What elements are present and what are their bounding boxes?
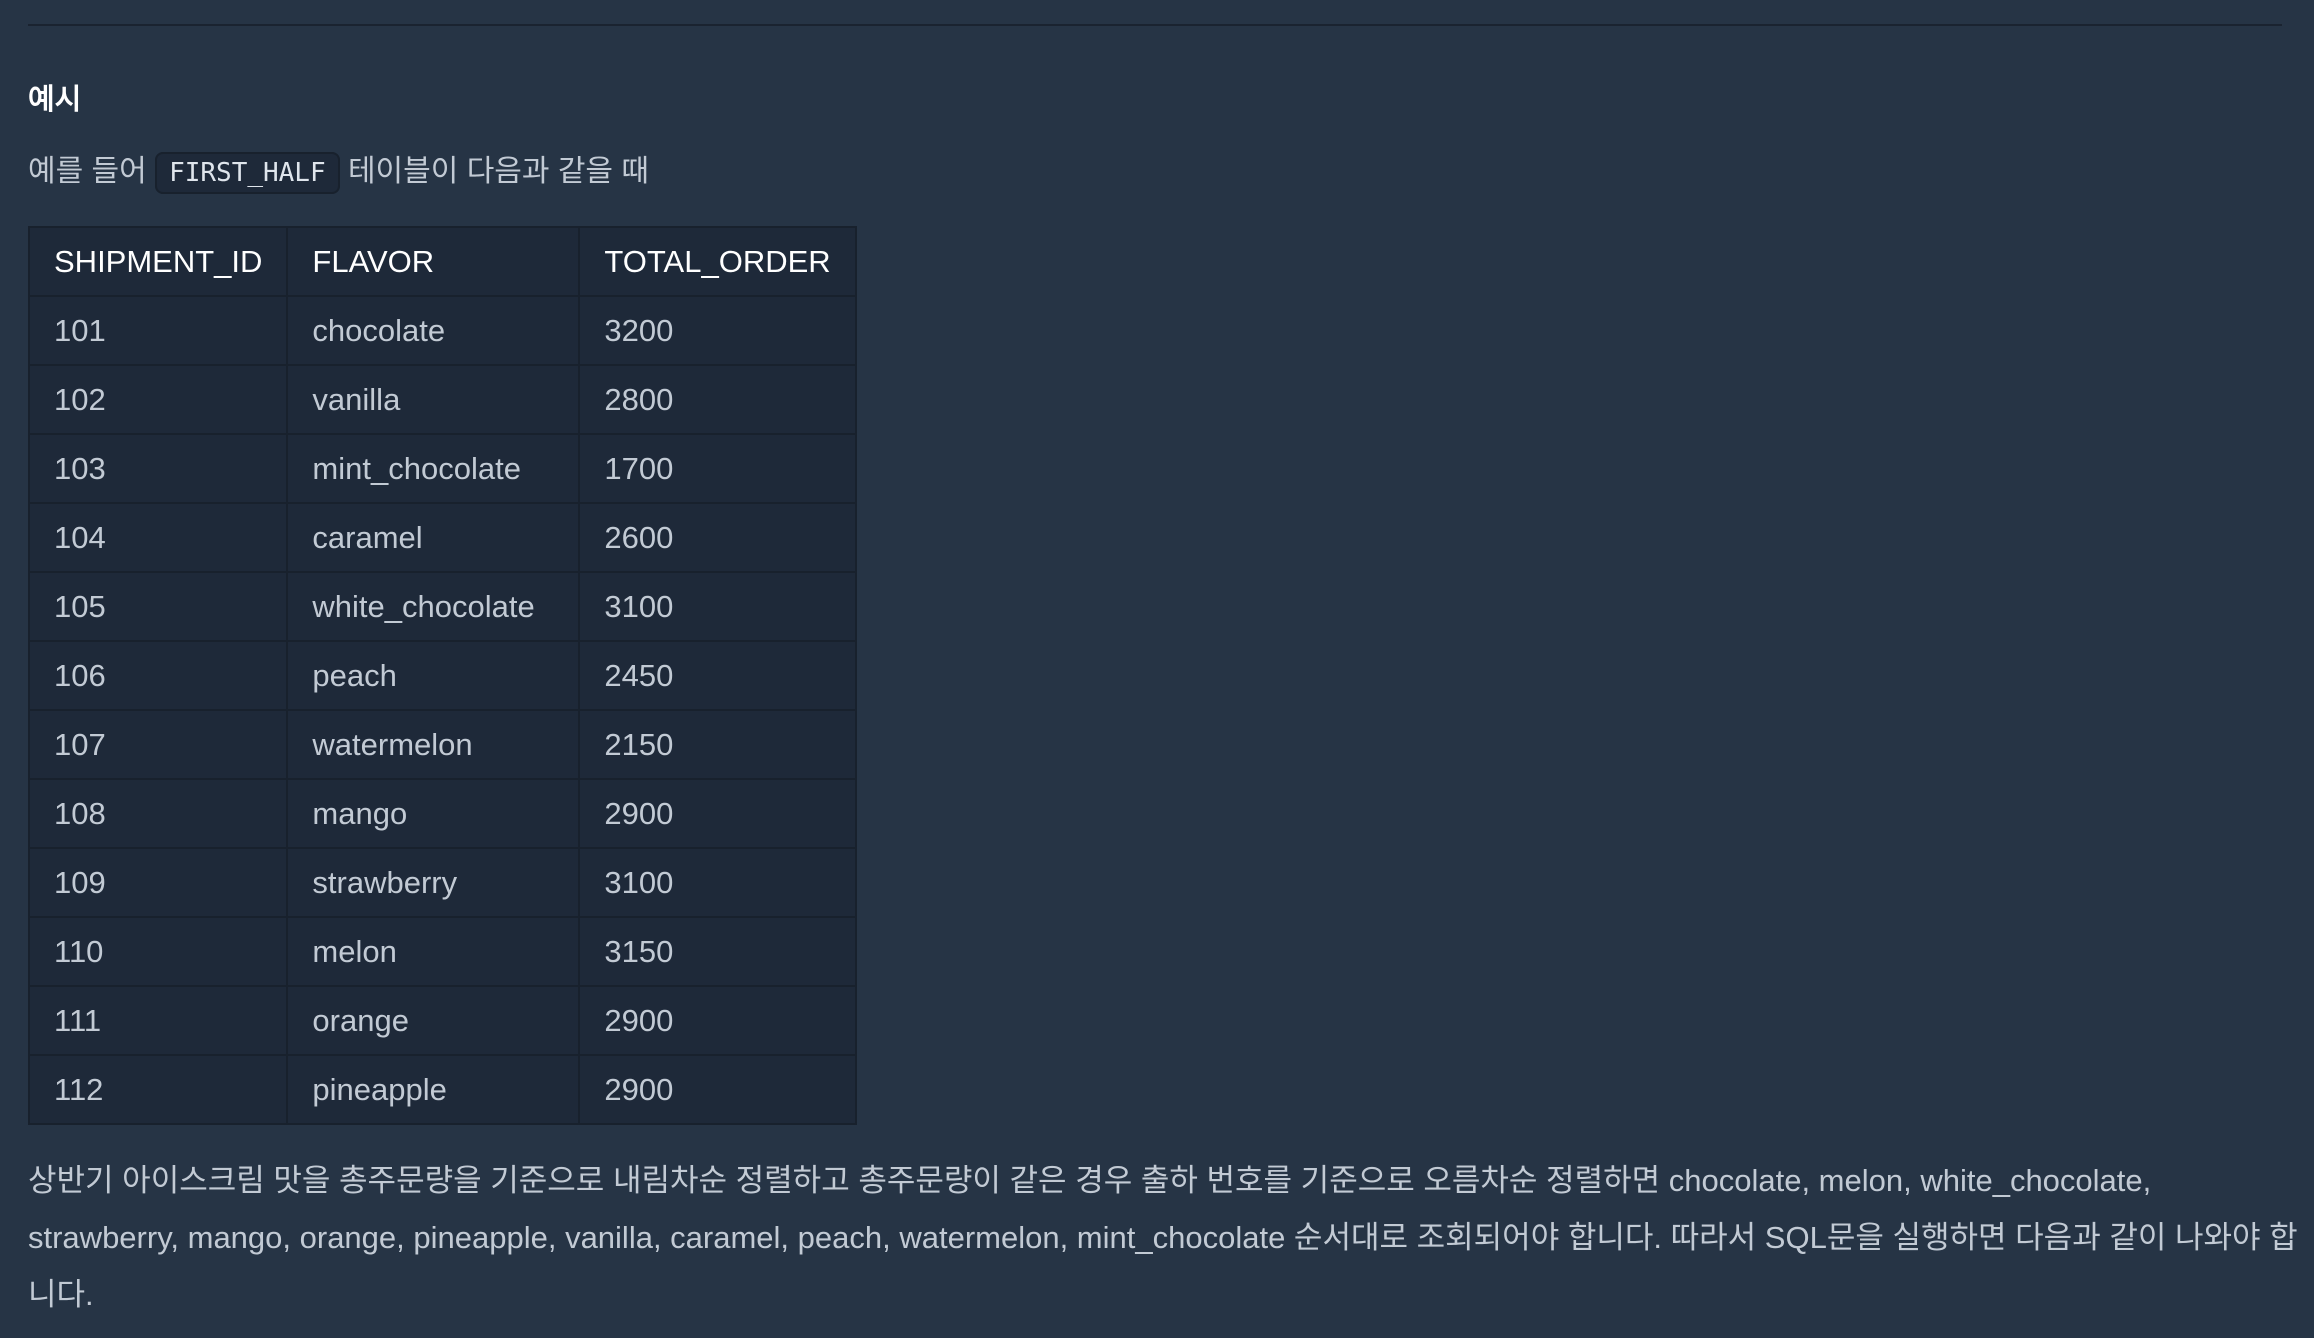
table-row: 102 vanilla 2800 bbox=[27, 364, 857, 435]
cell-total-order: 2900 bbox=[578, 1054, 857, 1125]
header-shipment-id: SHIPMENT_ID bbox=[27, 226, 289, 297]
cell-flavor: vanilla bbox=[286, 364, 581, 435]
cell-shipment-id: 105 bbox=[27, 571, 289, 642]
cell-total-order: 3100 bbox=[578, 571, 857, 642]
first-half-table: SHIPMENT_ID FLAVOR TOTAL_ORDER 101 chocol… bbox=[27, 226, 857, 1125]
intro-after: 테이블이 다음과 같을 때 bbox=[339, 155, 649, 188]
cell-shipment-id: 102 bbox=[27, 364, 289, 435]
cell-shipment-id: 109 bbox=[27, 847, 289, 918]
cell-total-order: 2800 bbox=[578, 364, 857, 435]
summary-text: 상반기 아이스크림 맛을 총주문량을 기준으로 내림차순 정렬하고 총주문량이 … bbox=[28, 1163, 2298, 1312]
intro-before: 예를 들어 bbox=[28, 155, 156, 188]
table-row: 112 pineapple 2900 bbox=[27, 1054, 857, 1125]
table-header-row: SHIPMENT_ID FLAVOR TOTAL_ORDER bbox=[27, 226, 857, 297]
section-divider bbox=[28, 24, 2282, 26]
cell-total-order: 2600 bbox=[578, 502, 857, 573]
cell-shipment-id: 112 bbox=[27, 1054, 289, 1125]
cell-shipment-id: 104 bbox=[27, 502, 289, 573]
header-total-order: TOTAL_ORDER bbox=[578, 226, 857, 297]
cell-flavor: orange bbox=[286, 985, 581, 1056]
table-row: 106 peach 2450 bbox=[27, 640, 857, 711]
header-flavor: FLAVOR bbox=[286, 226, 581, 297]
cell-flavor: white_chocolate bbox=[286, 571, 581, 642]
cell-shipment-id: 111 bbox=[27, 985, 289, 1056]
cell-flavor: caramel bbox=[286, 502, 581, 573]
cell-flavor: strawberry bbox=[286, 847, 581, 918]
table-row: 109 strawberry 3100 bbox=[27, 847, 857, 918]
table-name-code: FIRST_HALF bbox=[155, 152, 340, 194]
cell-total-order: 2150 bbox=[578, 709, 857, 780]
intro-text: 예를 들어 FIRST_HALF 테이블이 다음과 같을 때 bbox=[28, 148, 649, 197]
cell-shipment-id: 108 bbox=[27, 778, 289, 849]
cell-flavor: peach bbox=[286, 640, 581, 711]
table-row: 104 caramel 2600 bbox=[27, 502, 857, 573]
cell-flavor: watermelon bbox=[286, 709, 581, 780]
table-row: 111 orange 2900 bbox=[27, 985, 857, 1056]
cell-flavor: chocolate bbox=[286, 295, 581, 366]
table-row: 107 watermelon 2150 bbox=[27, 709, 857, 780]
table-row: 101 chocolate 3200 bbox=[27, 295, 857, 366]
cell-shipment-id: 107 bbox=[27, 709, 289, 780]
cell-total-order: 3150 bbox=[578, 916, 857, 987]
section-heading: 예시 bbox=[28, 84, 82, 116]
cell-total-order: 2900 bbox=[578, 778, 857, 849]
cell-flavor: mango bbox=[286, 778, 581, 849]
cell-shipment-id: 103 bbox=[27, 433, 289, 504]
cell-flavor: pineapple bbox=[286, 1054, 581, 1125]
cell-total-order: 2900 bbox=[578, 985, 857, 1056]
cell-shipment-id: 101 bbox=[27, 295, 289, 366]
cell-shipment-id: 106 bbox=[27, 640, 289, 711]
table-row: 108 mango 2900 bbox=[27, 778, 857, 849]
cell-flavor: mint_chocolate bbox=[286, 433, 581, 504]
cell-shipment-id: 110 bbox=[27, 916, 289, 987]
cell-total-order: 2450 bbox=[578, 640, 857, 711]
cell-total-order: 3200 bbox=[578, 295, 857, 366]
table-row: 105 white_chocolate 3100 bbox=[27, 571, 857, 642]
cell-total-order: 1700 bbox=[578, 433, 857, 504]
cell-total-order: 3100 bbox=[578, 847, 857, 918]
table-row: 110 melon 3150 bbox=[27, 916, 857, 987]
cell-flavor: melon bbox=[286, 916, 581, 987]
table-row: 103 mint_chocolate 1700 bbox=[27, 433, 857, 504]
